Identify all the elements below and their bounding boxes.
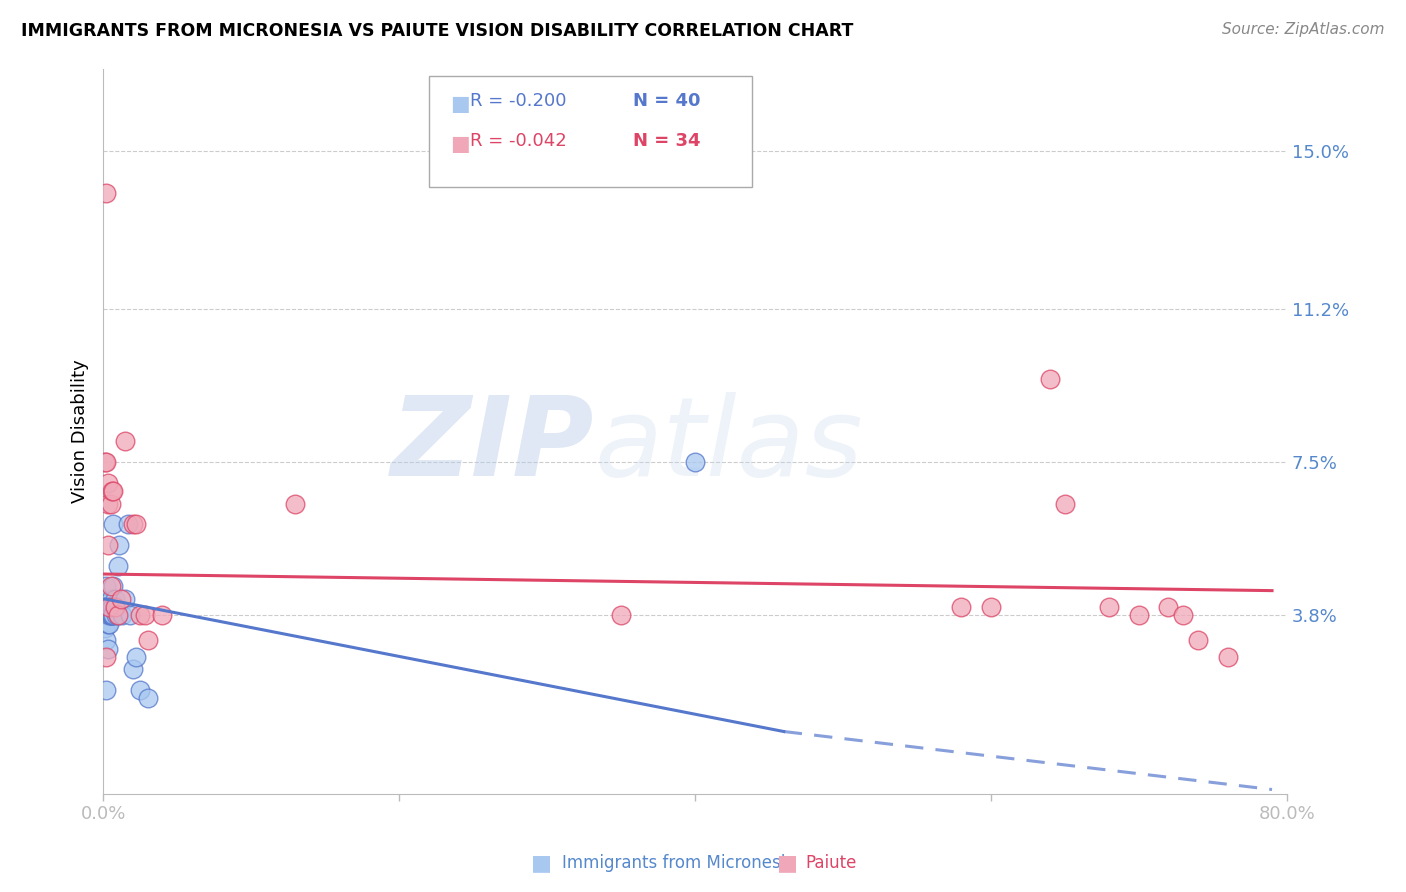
Point bbox=[100, 579, 122, 593]
Text: atlas: atlas bbox=[595, 392, 863, 500]
Point bbox=[94, 683, 117, 698]
Point bbox=[107, 558, 129, 573]
Point bbox=[117, 517, 139, 532]
Point bbox=[1173, 608, 1195, 623]
Point bbox=[103, 484, 125, 499]
Point bbox=[101, 608, 124, 623]
Text: ■: ■ bbox=[778, 854, 797, 873]
Text: N = 34: N = 34 bbox=[633, 132, 700, 150]
Point bbox=[97, 497, 120, 511]
Point bbox=[136, 633, 159, 648]
Point bbox=[93, 600, 115, 615]
Point bbox=[97, 641, 120, 656]
Point bbox=[121, 517, 143, 532]
Point bbox=[107, 608, 129, 623]
Point bbox=[980, 600, 1002, 615]
Point bbox=[103, 608, 125, 623]
Point bbox=[125, 649, 148, 664]
Point bbox=[1216, 649, 1239, 664]
Point bbox=[150, 608, 173, 623]
Point bbox=[97, 608, 120, 623]
Point bbox=[94, 186, 117, 200]
Point bbox=[104, 600, 127, 615]
Point bbox=[136, 691, 159, 706]
Text: ■: ■ bbox=[450, 94, 470, 113]
Text: ■: ■ bbox=[531, 854, 551, 873]
Point bbox=[98, 608, 121, 623]
Point bbox=[129, 608, 152, 623]
Point bbox=[100, 608, 122, 623]
Point bbox=[683, 455, 706, 469]
Point bbox=[111, 608, 134, 623]
Point bbox=[97, 475, 120, 490]
Point bbox=[104, 591, 127, 606]
Text: R = -0.042: R = -0.042 bbox=[470, 132, 567, 150]
Point bbox=[129, 683, 152, 698]
Point bbox=[97, 538, 120, 552]
Point bbox=[1098, 600, 1121, 615]
Point bbox=[107, 608, 129, 623]
Point bbox=[93, 455, 115, 469]
Point bbox=[93, 621, 115, 635]
Point bbox=[100, 608, 122, 623]
Point bbox=[1157, 600, 1180, 615]
Point bbox=[94, 633, 117, 648]
Point bbox=[100, 591, 122, 606]
Text: Source: ZipAtlas.com: Source: ZipAtlas.com bbox=[1222, 22, 1385, 37]
Point bbox=[98, 600, 121, 615]
Point bbox=[284, 497, 307, 511]
Y-axis label: Vision Disability: Vision Disability bbox=[72, 359, 89, 503]
Point bbox=[97, 616, 120, 631]
Text: N = 40: N = 40 bbox=[633, 92, 700, 110]
Point bbox=[97, 600, 120, 615]
Text: Immigrants from Micronesia: Immigrants from Micronesia bbox=[562, 855, 796, 872]
Point bbox=[114, 434, 136, 449]
Point bbox=[103, 579, 125, 593]
Point bbox=[1187, 633, 1209, 648]
Point bbox=[94, 649, 117, 664]
Point bbox=[94, 608, 117, 623]
Point bbox=[110, 591, 132, 606]
Point bbox=[104, 600, 127, 615]
Point bbox=[98, 608, 121, 623]
Point bbox=[98, 616, 121, 631]
Point bbox=[97, 608, 120, 623]
Point bbox=[101, 608, 124, 623]
Text: Paiute: Paiute bbox=[806, 855, 858, 872]
Text: IMMIGRANTS FROM MICRONESIA VS PAIUTE VISION DISABILITY CORRELATION CHART: IMMIGRANTS FROM MICRONESIA VS PAIUTE VIS… bbox=[21, 22, 853, 40]
Point bbox=[1128, 608, 1150, 623]
Text: ZIP: ZIP bbox=[391, 392, 595, 500]
Point bbox=[121, 662, 143, 676]
Point bbox=[134, 608, 156, 623]
Point bbox=[94, 579, 117, 593]
Point bbox=[100, 600, 122, 615]
Point bbox=[100, 497, 122, 511]
Point bbox=[98, 600, 121, 615]
Point bbox=[101, 600, 124, 615]
Point bbox=[1039, 372, 1062, 386]
Point bbox=[125, 517, 148, 532]
Point bbox=[94, 455, 117, 469]
Point bbox=[105, 608, 128, 623]
Point bbox=[610, 608, 633, 623]
Point bbox=[108, 538, 131, 552]
Point bbox=[950, 600, 973, 615]
Point bbox=[114, 591, 136, 606]
Text: ■: ■ bbox=[450, 134, 470, 153]
Point bbox=[118, 608, 141, 623]
Point bbox=[103, 517, 125, 532]
Text: R = -0.200: R = -0.200 bbox=[470, 92, 567, 110]
Point bbox=[1053, 497, 1076, 511]
Point bbox=[101, 484, 124, 499]
